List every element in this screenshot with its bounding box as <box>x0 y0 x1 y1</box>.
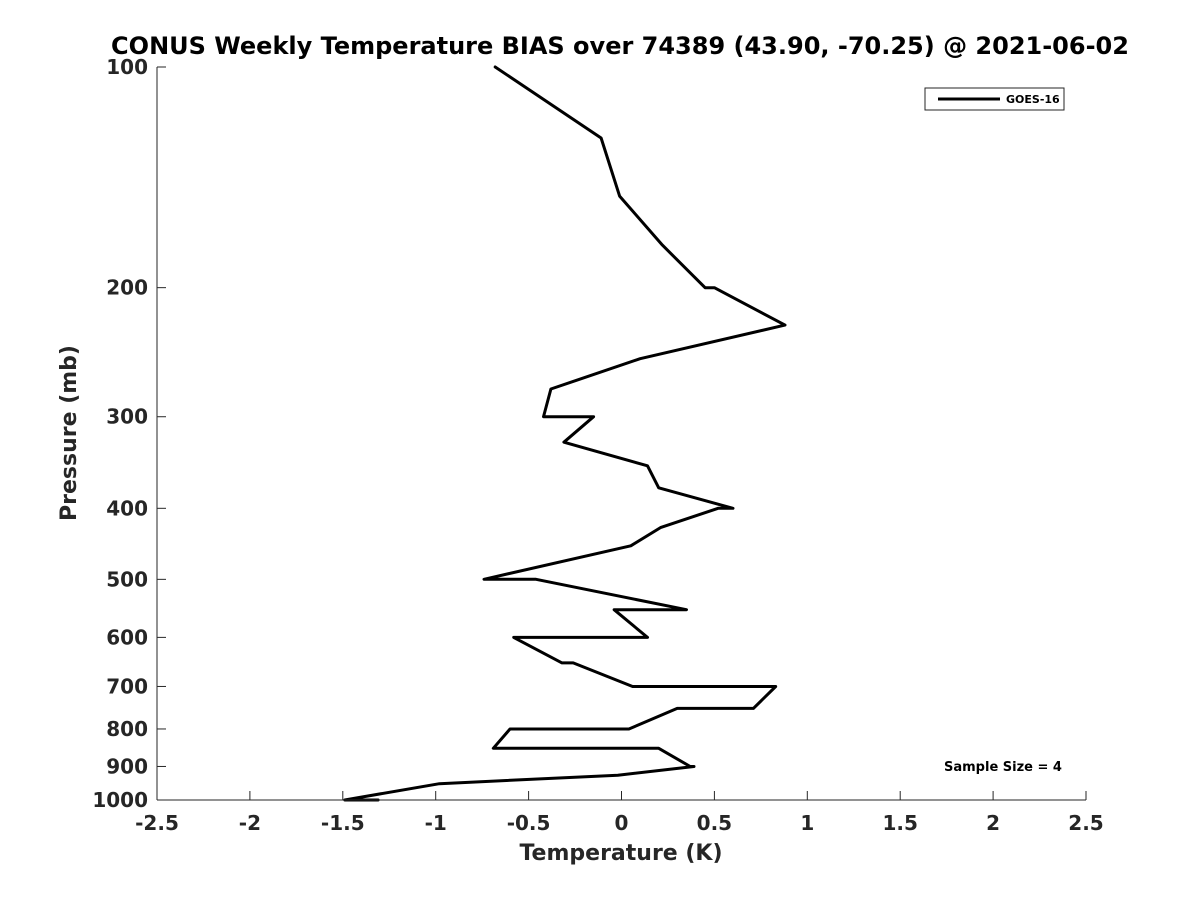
y-tick-label: 600 <box>106 625 148 649</box>
x-axis-ticks: -2.5 -2 -1.5 -1 -0.5 0 0.5 1 1.5 2 2.5 <box>135 791 1104 835</box>
x-tick-label: -0.5 <box>507 811 551 835</box>
chart-title: CONUS Weekly Temperature BIAS over 74389… <box>111 32 1129 60</box>
y-tick-label: 500 <box>106 567 148 591</box>
x-tick-label: -2.5 <box>135 811 179 835</box>
y-tick-label: 700 <box>106 674 148 698</box>
profile-layer <box>343 65 787 802</box>
y-tick-label: 1000 <box>92 788 148 812</box>
x-tick-label: 2 <box>986 811 1000 835</box>
x-tick-label: -2 <box>239 811 261 835</box>
y-axis-ticks: 100 200 300 400 500 600 700 800 900 1000 <box>92 55 166 812</box>
x-tick-label: -1 <box>425 811 447 835</box>
legend-label-goes-16: GOES-16 <box>1006 93 1060 106</box>
x-tick-label: 0 <box>615 811 629 835</box>
y-tick-label: 300 <box>106 405 148 429</box>
plot-area <box>157 67 1086 800</box>
x-tick-label: 1.5 <box>882 811 917 835</box>
legend: GOES-16 <box>924 87 1065 111</box>
x-tick-label: 1 <box>800 811 814 835</box>
sample-size-annotation: Sample Size = 4 <box>944 760 1062 775</box>
y-tick-label: 200 <box>106 276 148 300</box>
series-line-goes-16 <box>343 65 787 802</box>
x-tick-label: 2.5 <box>1068 811 1103 835</box>
x-tick-label: 0.5 <box>697 811 732 835</box>
y-axis-label: Pressure (mb) <box>57 345 82 521</box>
y-tick-label: 400 <box>106 496 148 520</box>
x-axis-label: Temperature (K) <box>519 841 722 866</box>
x-tick-label: -1.5 <box>321 811 365 835</box>
y-tick-label: 100 <box>106 55 148 79</box>
y-tick-label: 800 <box>106 717 148 741</box>
y-tick-label: 900 <box>106 754 148 778</box>
